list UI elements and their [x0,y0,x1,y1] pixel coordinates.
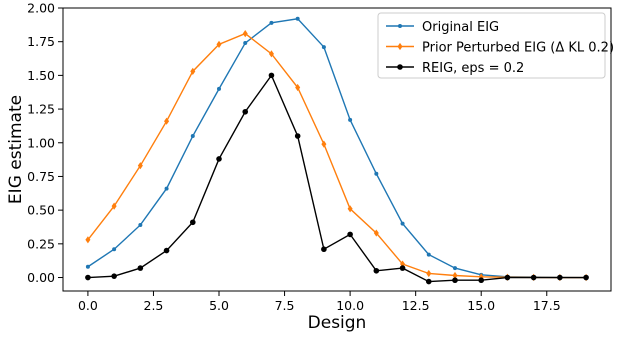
legend-entries: Original EIG Prior Perturbed EIG (Δ KL 0.… [386,20,614,76]
data-point [347,231,353,238]
data-point [347,205,353,213]
y-tick-label: 1.25 [27,102,55,117]
data-point [452,271,458,280]
legend-box [377,12,606,79]
data-point [242,108,249,115]
data-point [373,229,379,237]
data-point [294,133,301,139]
x-tick-label: 15.0 [467,298,495,313]
data-point [530,274,537,281]
data-point [164,117,170,125]
data-point [85,274,91,281]
data-point [399,265,406,271]
data-point [217,86,222,91]
data-point [137,265,144,271]
data-point [85,264,90,269]
data-point [269,20,274,25]
data-point [268,72,275,79]
data-point [557,274,563,281]
data-point [426,269,432,278]
data-point [321,140,327,148]
x-tick-label: 2.5 [144,298,164,313]
y-tick-label: 1.75 [27,34,55,49]
data-point [400,221,405,226]
data-point [398,24,402,28]
y-tick-label: 0.25 [27,236,55,251]
y-tick-label: 0.75 [27,169,55,184]
x-tick-label: 17.5 [533,298,561,313]
data-point [397,64,403,70]
data-point [190,67,196,75]
legend-label: REIG, eps = 0.2 [422,61,524,76]
data-point [452,277,458,284]
data-point [397,42,403,51]
legend-entry: Original EIG [386,20,499,35]
x-axis-label: Design [308,313,367,333]
legend-entry: Prior Perturbed EIG (Δ KL 0.2) [386,41,614,56]
y-tick-label: 0.50 [27,203,55,218]
data-point [111,273,117,279]
y-tick-label: 0.00 [27,270,55,285]
x-tick-label: 5.0 [209,298,229,313]
x-tick-label: 0.0 [78,298,98,313]
data-point [164,186,169,191]
data-point [138,222,143,227]
legend: Original EIG Prior Perturbed EIG (Δ KL 0.… [377,12,614,79]
plot-series [85,16,589,285]
data-point [268,50,274,58]
series-line [87,73,587,283]
axis-ticks: 0.0 2.5 5.0 7.5 10.0 12.5 15.0 17.5 0.00 0.25 0.50… [27,1,561,314]
x-tick-label: 10.0 [336,298,364,313]
data-point [190,134,195,139]
data-point [452,266,457,271]
data-point [321,45,326,50]
data-point [478,277,485,284]
data-point [189,219,196,226]
data-point [216,40,222,48]
data-point [348,117,353,122]
data-point [425,278,432,285]
data-point [243,41,248,46]
x-tick-label: 12.5 [402,298,430,313]
data-point [85,236,91,244]
data-point [321,246,327,253]
data-point [295,83,301,92]
y-tick-label: 2.00 [27,1,55,16]
y-axis-label: EIG estimate [6,95,26,204]
data-point [111,202,117,210]
data-point [137,162,143,170]
data-point [504,274,511,281]
data-point [295,16,300,21]
legend-label: Prior Perturbed EIG (Δ KL 0.2) [422,41,614,56]
data-point [216,156,222,162]
data-point [583,274,589,281]
data-point [242,30,248,38]
data-point [112,247,117,252]
plot-frame [62,7,612,292]
series-line [87,32,587,279]
series-3 [85,72,589,285]
x-tick-label: 7.5 [275,298,295,313]
legend-entry: REIG, eps = 0.2 [386,61,524,76]
data-point [373,267,380,274]
data-point [163,247,170,254]
y-tick-label: 1.00 [27,135,55,150]
y-tick-label: 1.50 [27,68,55,83]
data-point [374,171,379,176]
legend-label: Original EIG [422,20,499,35]
data-point [426,252,431,257]
